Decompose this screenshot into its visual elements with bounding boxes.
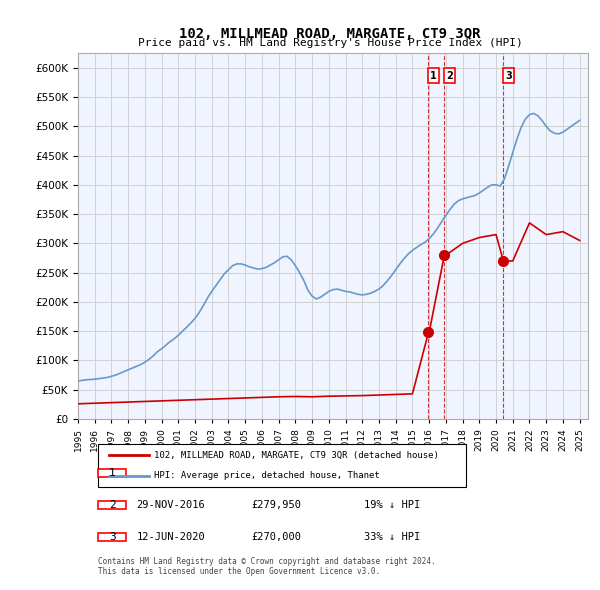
Text: Contains HM Land Registry data © Crown copyright and database right 2024.
This d: Contains HM Land Registry data © Crown c…: [98, 557, 436, 576]
FancyBboxPatch shape: [98, 501, 127, 509]
Text: 1: 1: [430, 71, 437, 81]
Text: 102, MILLMEAD ROAD, MARGATE, CT9 3QR (detached house): 102, MILLMEAD ROAD, MARGATE, CT9 3QR (de…: [155, 451, 439, 460]
Text: 19% ↓ HPI: 19% ↓ HPI: [364, 500, 420, 510]
Text: £279,950: £279,950: [251, 500, 301, 510]
Text: 2: 2: [109, 500, 116, 510]
Text: 1: 1: [109, 468, 116, 478]
Text: 29-NOV-2016: 29-NOV-2016: [137, 500, 205, 510]
Text: 12-JUN-2020: 12-JUN-2020: [137, 532, 205, 542]
Text: 102, MILLMEAD ROAD, MARGATE, CT9 3QR: 102, MILLMEAD ROAD, MARGATE, CT9 3QR: [179, 27, 481, 41]
Text: HPI: Average price, detached house, Thanet: HPI: Average price, detached house, Than…: [155, 471, 380, 480]
FancyBboxPatch shape: [98, 533, 127, 541]
Text: £270,000: £270,000: [251, 532, 301, 542]
FancyBboxPatch shape: [98, 469, 127, 477]
Text: 3: 3: [109, 532, 116, 542]
Text: £148,000: £148,000: [251, 468, 301, 478]
Text: 33% ↓ HPI: 33% ↓ HPI: [364, 532, 420, 542]
Text: 16-DEC-2015: 16-DEC-2015: [137, 468, 205, 478]
Text: 3: 3: [505, 71, 512, 81]
Text: 2: 2: [446, 71, 453, 81]
Text: Price paid vs. HM Land Registry's House Price Index (HPI): Price paid vs. HM Land Registry's House …: [137, 38, 523, 48]
FancyBboxPatch shape: [98, 444, 466, 487]
Text: 52% ↓ HPI: 52% ↓ HPI: [364, 468, 420, 478]
